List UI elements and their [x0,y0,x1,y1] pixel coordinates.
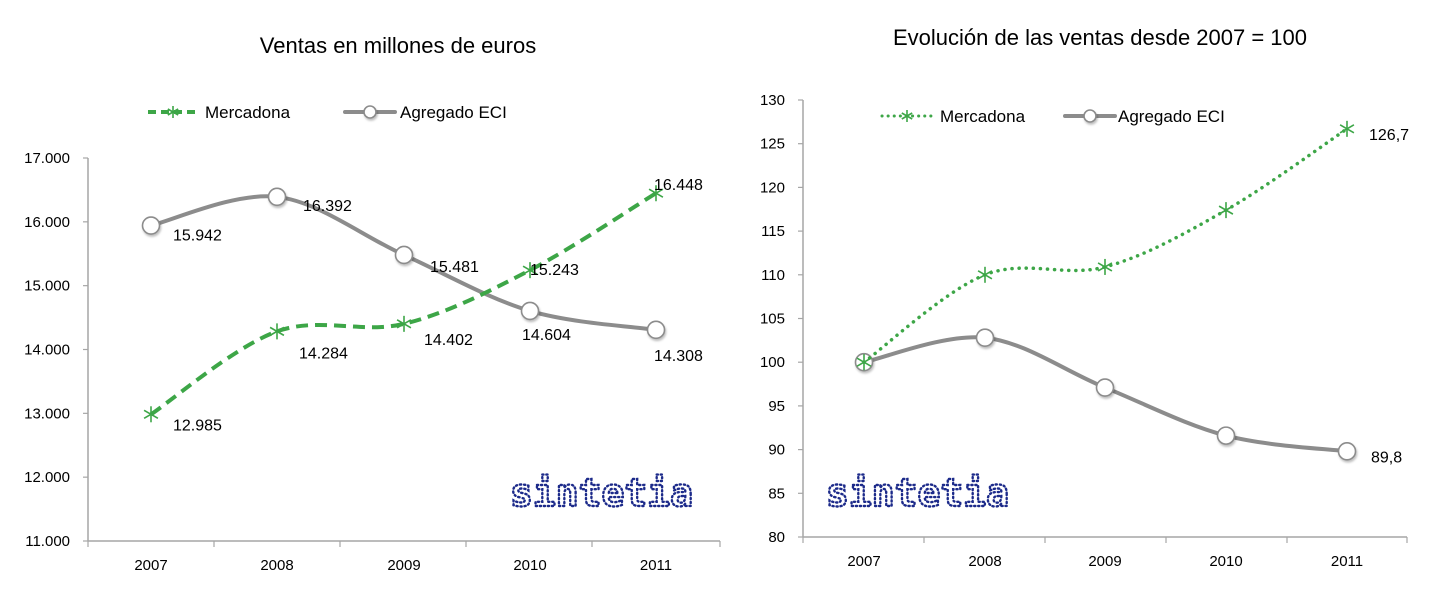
y-tick-label: 110 [761,267,785,284]
data-label: 14.284 [299,345,348,362]
x-tick-label: 2009 [387,557,420,574]
chart-title: Evolución de las ventas desde 2007 = 100 [893,25,1307,50]
y-tick-label: 105 [760,311,785,328]
data-point-marker [394,245,414,265]
y-tick-label: 85 [768,485,785,502]
data-label: 89,8 [1371,449,1402,466]
data-label: 15.243 [530,262,579,279]
data-point-marker [1339,120,1355,137]
legend-marker-icon [167,106,179,118]
y-tick-label: 13.000 [24,405,70,422]
x-tick-label: 2008 [260,557,293,574]
legend-item-agregado-eci: Agregado ECI [343,103,507,122]
x-tick-label: 2010 [513,557,546,574]
data-point-marker [1095,378,1115,397]
data-label: 14.604 [522,327,571,344]
legend-label: Mercadona [940,107,1026,126]
x-tick-label: 2007 [134,557,167,574]
x-tick-label: 2008 [968,553,1001,570]
legend-label: Agregado ECI [400,103,507,122]
data-point-marker [143,406,159,423]
data-point-marker [975,328,995,348]
data-label: 15.942 [173,228,222,245]
data-label: 12.985 [173,417,222,434]
data-point-marker [141,216,161,235]
y-tick-label: 125 [760,136,785,153]
legend-marker-icon [363,105,377,119]
legend-item-mercadona: Mercadona [148,103,291,122]
y-tick-label: 17.000 [24,150,70,167]
data-label: 126,7 [1369,127,1409,144]
data-point-marker [396,315,412,332]
data-point-marker [1097,258,1113,275]
series-line-mercadona [862,127,1349,364]
x-tick-label: 2011 [1331,553,1363,570]
y-tick-label: 14.000 [24,342,70,359]
data-point-marker [646,320,666,340]
legend-label: Agregado ECI [1118,107,1225,126]
legend-label: Mercadona [205,103,291,122]
data-point-marker [648,185,664,202]
y-tick-label: 120 [760,179,785,196]
y-tick-label: 95 [768,398,785,415]
y-tick-label: 130 [760,92,785,109]
legend-marker-icon [901,110,913,122]
x-tick-label: 2009 [1088,553,1121,570]
y-tick-label: 12.000 [24,469,70,486]
chart-2: Evolución de las ventas desde 2007 = 100… [760,25,1409,570]
data-point-marker [856,354,872,371]
data-label: 14.402 [424,332,473,349]
data-point-marker [1216,426,1236,445]
y-tick-label: 115 [761,223,785,240]
legend-item-agregado-eci: Agregado ECI [1063,107,1225,126]
watermark-logo: sintetia [826,471,1009,515]
y-tick-label: 16.000 [24,214,70,231]
data-label: 15.481 [430,259,479,276]
data-label: 16.448 [654,177,703,194]
data-point-marker [977,266,993,283]
data-point-marker [520,301,540,321]
chart-title: Ventas en millones de euros [260,33,536,58]
data-point-marker [267,187,287,207]
x-tick-label: 2011 [640,557,672,574]
data-label: 16.392 [303,198,352,215]
legend-marker-icon [1083,109,1097,123]
chart-1: Ventas en millones de euros 11.000 12.000 1… [24,33,721,574]
x-tick-label: 2010 [1209,553,1242,570]
y-tick-label: 80 [768,529,785,546]
y-tick-label: 15.000 [24,278,70,295]
data-point-marker [1337,442,1357,461]
legend-item-mercadona: Mercadona [880,107,1026,126]
x-tick-label: 2007 [847,553,880,570]
y-tick-label: 11.000 [25,533,70,550]
watermark-logo: sintetia [510,471,693,515]
y-tick-label: 90 [768,442,785,459]
data-label: 14.308 [654,348,703,365]
data-point-marker [269,323,285,340]
series-line-mercadona [149,191,658,416]
data-point-marker [522,262,538,279]
y-tick-label: 100 [760,354,785,371]
data-point-marker [1218,202,1234,219]
